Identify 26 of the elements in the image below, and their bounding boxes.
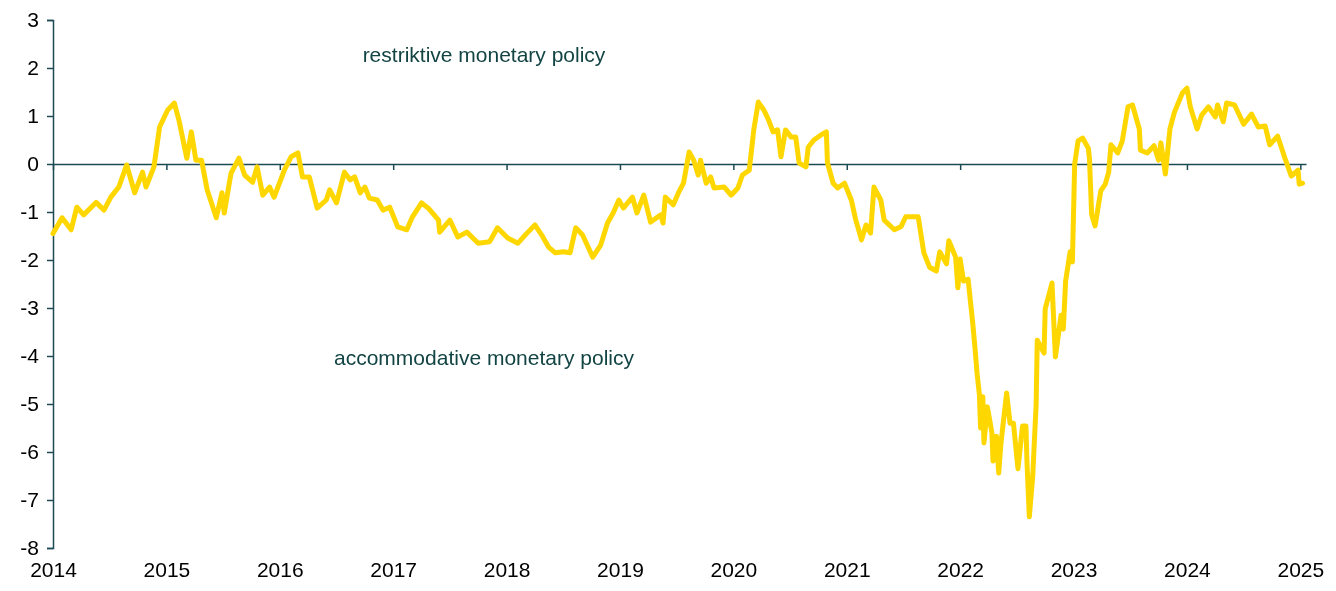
y-tick-label: -1 [20,200,39,224]
x-tick-label: 2017 [370,557,418,581]
y-tick-label: -6 [20,440,39,464]
y-tick-label: 0 [27,152,39,176]
x-tick-label: 2024 [1164,557,1212,581]
x-tick-label: 2015 [143,557,191,581]
x-tick-label: 2016 [256,557,304,581]
y-tick-label: 1 [27,104,39,128]
x-tick-label: 2021 [823,557,871,581]
y-tick-label: -2 [20,248,39,272]
x-tick-label: 2014 [30,557,78,581]
x-tick-label: 2020 [710,557,758,581]
x-tick-label: 2018 [483,557,531,581]
annotation: restriktive monetary policy [362,42,606,66]
y-tick-label: 3 [27,8,39,32]
annotation: accommodative monetary policy [334,345,635,369]
y-tick-label: -7 [20,488,39,512]
y-tick-label: -8 [20,536,39,560]
y-tick-label: -4 [20,344,40,368]
y-tick-label: 2 [27,56,39,80]
x-tick-label: 2022 [937,557,985,581]
y-tick-label: -3 [20,296,39,320]
y-tick-label: -5 [20,392,39,416]
x-tick-label: 2025 [1277,557,1325,581]
x-tick-label: 2019 [597,557,644,581]
x-tick-label: 2023 [1050,557,1098,581]
